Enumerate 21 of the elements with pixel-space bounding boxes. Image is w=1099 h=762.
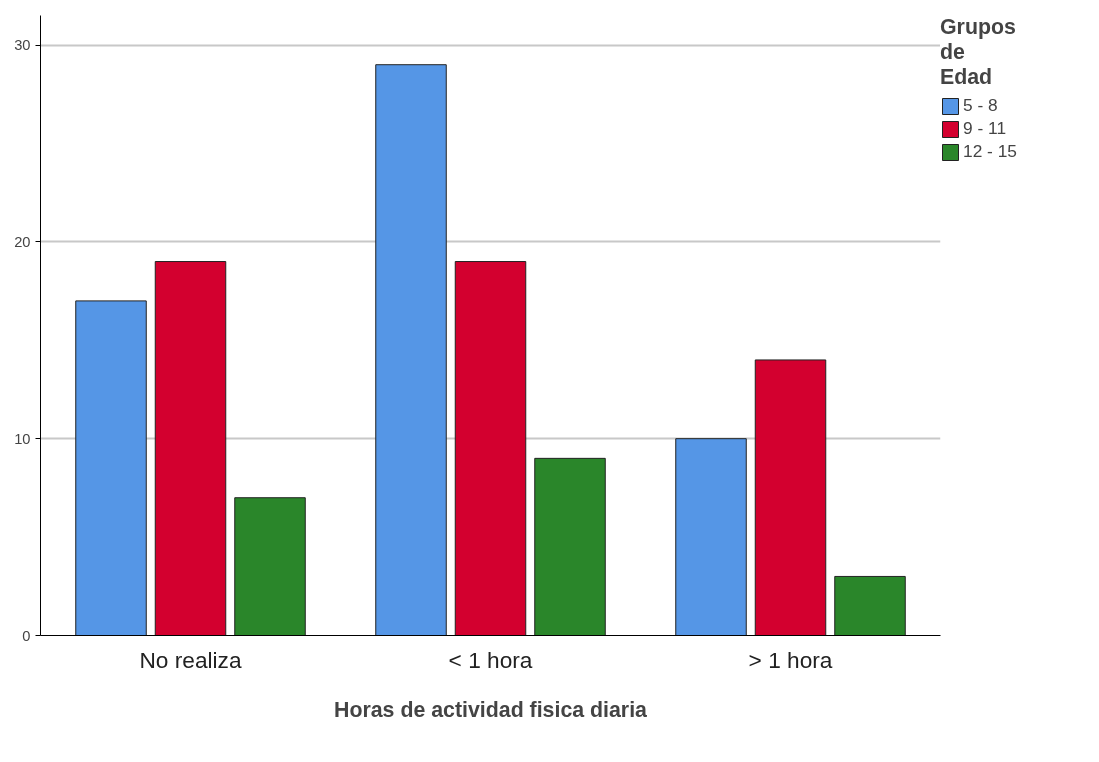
y-tick-label: 20: [14, 233, 31, 250]
bar: [375, 64, 447, 636]
legend-label: 12 - 15: [963, 141, 1017, 162]
x-tick-label: No realiza: [139, 646, 242, 673]
y-tick-label: 30: [14, 37, 31, 54]
bar: [834, 575, 906, 636]
bar: [154, 261, 227, 636]
bar: [234, 497, 306, 636]
x-axis-title: Horas de actividad fisica diaria: [334, 697, 648, 722]
x-tick-label: < 1 hora: [448, 646, 533, 673]
legend-title: Grupos de Edad: [940, 15, 1017, 90]
bar: [675, 438, 747, 636]
legend-label: 9 - 11: [963, 118, 1007, 139]
y-tick-label: 0: [22, 627, 31, 644]
bar: [75, 300, 147, 636]
bar: [534, 457, 606, 636]
y-tick-label: 10: [14, 430, 31, 447]
bar: [454, 261, 527, 636]
bar: [754, 359, 827, 636]
legend-label: 5 - 8: [963, 95, 998, 116]
x-tick-label: > 1 hora: [748, 646, 833, 673]
